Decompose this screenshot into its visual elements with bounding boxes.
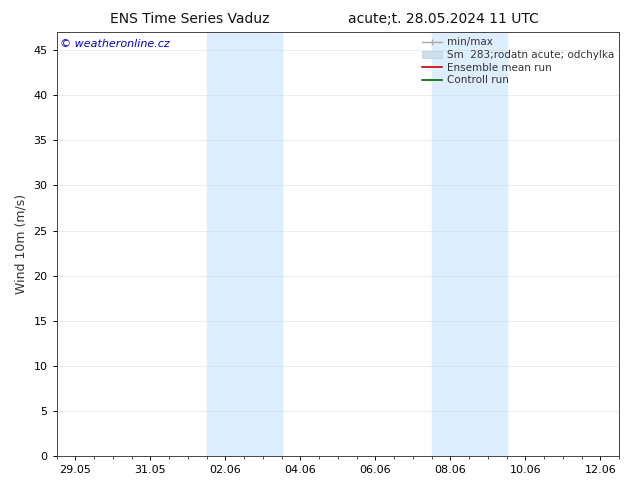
Bar: [207, 32, 281, 456]
Legend: min/max, Sm  283;rodatn acute; odchylka, Ensemble mean run, Controll run: min/max, Sm 283;rodatn acute; odchylka, …: [420, 35, 616, 87]
Text: © weatheronline.cz: © weatheronline.cz: [60, 39, 169, 49]
Text: ENS Time Series Vaduz: ENS Time Series Vaduz: [110, 12, 270, 26]
Y-axis label: Wind 10m (m/s): Wind 10m (m/s): [15, 194, 28, 294]
Bar: [432, 32, 507, 456]
Text: acute;t. 28.05.2024 11 UTC: acute;t. 28.05.2024 11 UTC: [348, 12, 540, 26]
